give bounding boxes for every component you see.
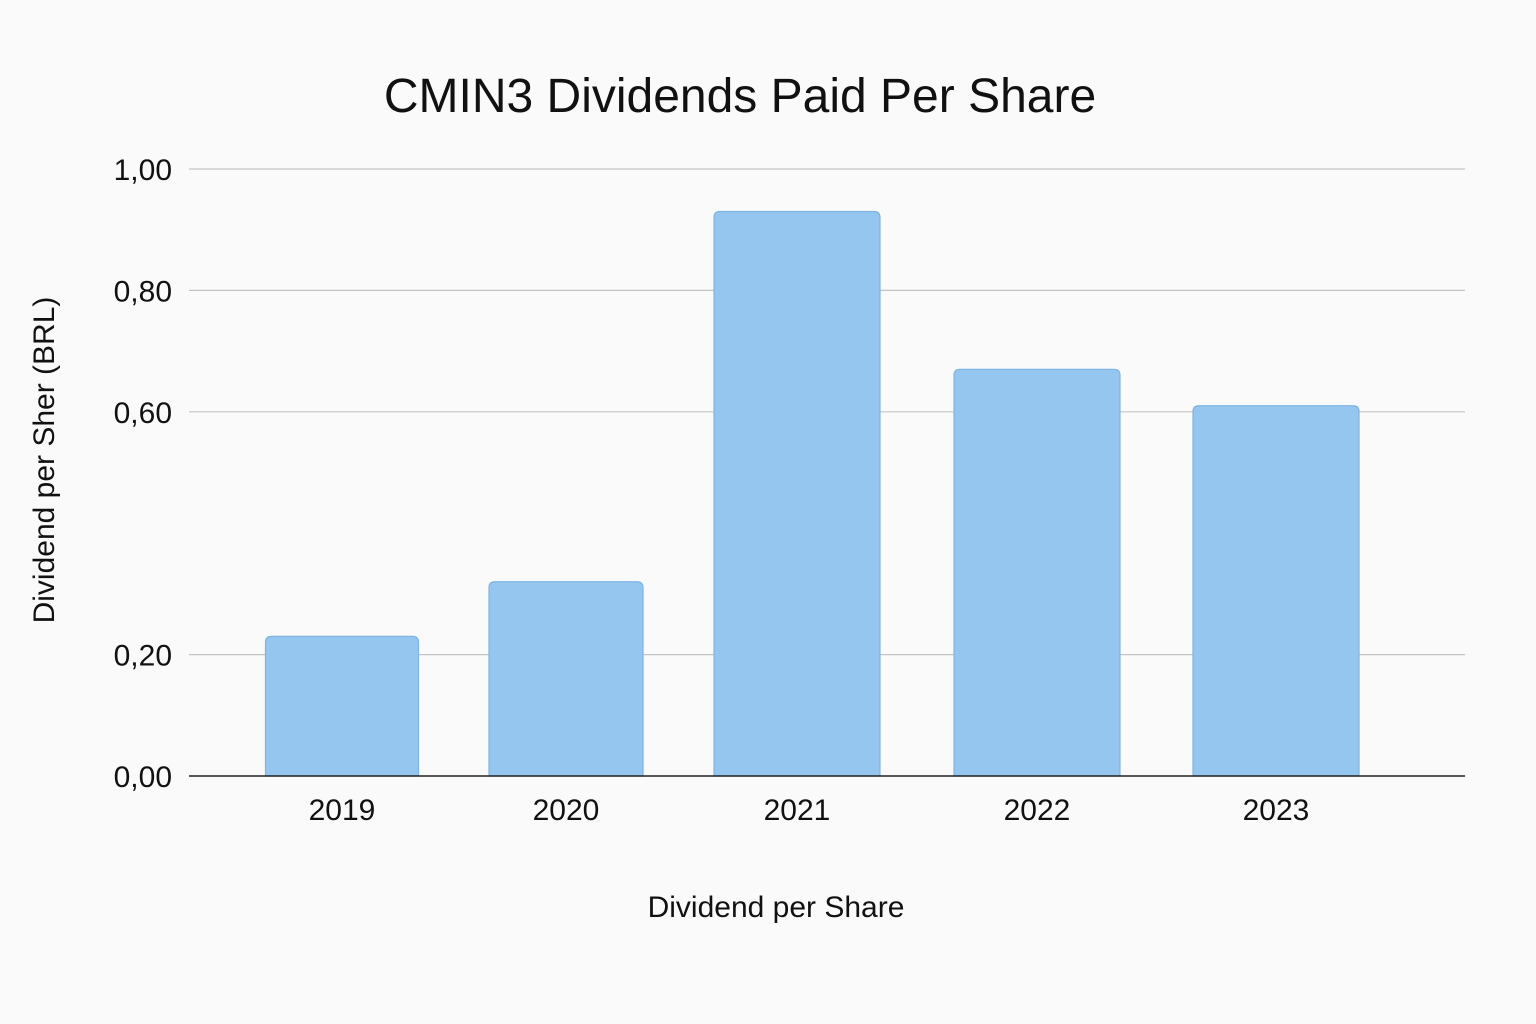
y-tick-labels: 0,00 0,20 0,60 0,80 1,00 (114, 154, 172, 794)
y-tick-label: 0,00 (114, 761, 172, 794)
bar-2021 (713, 210, 881, 777)
bar-2020 (488, 581, 644, 777)
x-axis-title: Dividend per Share (648, 891, 905, 924)
bar-2019 (264, 635, 420, 777)
x-tick-label: 2023 (1243, 794, 1310, 827)
y-tick-label: 0,60 (114, 397, 172, 430)
y-tick-label: 0,80 (114, 275, 172, 308)
bars (264, 210, 1360, 777)
x-tick-labels: 2019 2020 2021 2022 2023 (309, 794, 1310, 827)
x-tick-label: 2020 (533, 794, 600, 827)
x-tick-label: 2019 (309, 794, 376, 827)
x-tick-label: 2021 (764, 794, 831, 827)
x-tick-label: 2022 (1004, 794, 1071, 827)
bar-2023 (1192, 405, 1360, 777)
y-tick-label: 0,20 (114, 640, 172, 673)
chart-title: CMIN3 Dividends Paid Per Share (384, 70, 1096, 123)
bar-2022 (953, 368, 1121, 777)
y-axis-title: Dividend per Sher (BRL) (28, 297, 61, 624)
y-tick-label: 1,00 (114, 154, 172, 187)
